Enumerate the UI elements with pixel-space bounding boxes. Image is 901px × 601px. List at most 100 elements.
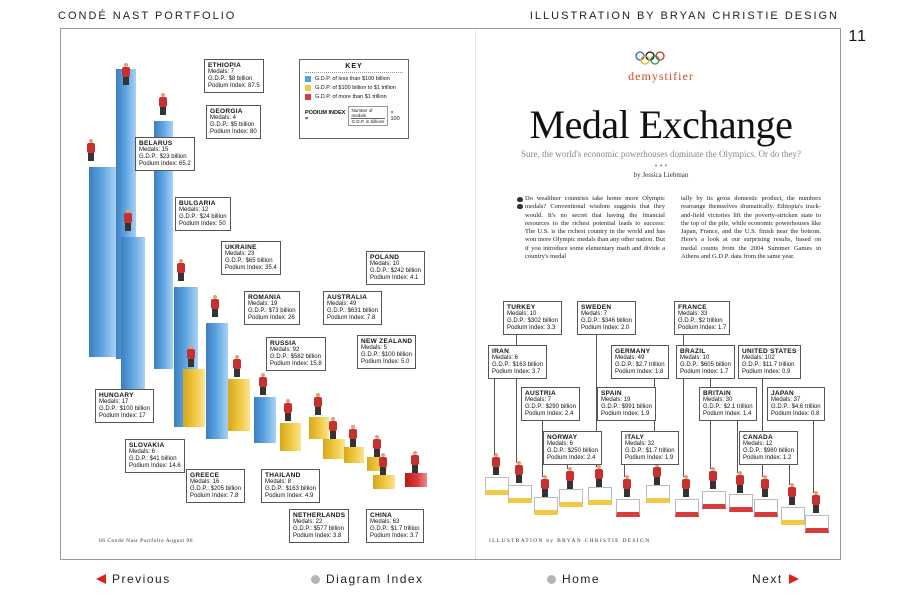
bar-poland: [344, 447, 364, 463]
podium-index-formula: PODIUM INDEX = Number of medals G.D.P. in…: [305, 106, 400, 126]
athlete-figure: [595, 465, 603, 487]
bar-russia: [228, 379, 250, 431]
athlete-figure: [187, 345, 195, 367]
leader-line: [494, 371, 495, 455]
spine: [475, 29, 476, 559]
home-link[interactable]: Home: [547, 572, 600, 586]
bar-georgia: [154, 121, 173, 369]
diagram-index-link[interactable]: Diagram Index: [311, 572, 424, 586]
leader-line: [516, 331, 517, 463]
bar-bulgaria: [121, 237, 145, 395]
bullet-icon: [311, 574, 320, 584]
athlete-figure: [122, 63, 130, 85]
athlete-figure: [177, 259, 185, 281]
country-callout-turkey: TURKEY Medals: 10 G.D.P.: $302 billion Podi…: [503, 301, 562, 335]
leader-line: [710, 379, 711, 469]
athlete-figure: [314, 393, 322, 415]
country-callout-slovakia: SLOVAKIA Medals: 6 G.D.P.: $41 billion Podi…: [125, 439, 185, 473]
bar-thailand: [323, 439, 345, 459]
athlete-figure: [682, 475, 690, 497]
athlete-figure: [492, 453, 500, 475]
home-label: Home: [562, 572, 601, 586]
leader-line: [542, 415, 543, 477]
bar-belarus: [89, 167, 116, 357]
country-callout-belarus: BELARUS Medals: 15 G.D.P.: $23 billion Podi…: [135, 137, 195, 171]
dropcap-mark-icon: [516, 197, 524, 209]
country-callout-china: CHINA Medals: 63 G.D.P.: $1.7 trillion Podi…: [366, 509, 424, 543]
pedestal: [675, 499, 699, 517]
athlete-figure: [761, 475, 769, 497]
pedestal: [754, 499, 778, 517]
athlete-figure: [623, 475, 631, 497]
next-label: Next: [752, 572, 783, 586]
pedestal: [729, 494, 753, 512]
header-credit: ILLUSTRATION BY BRYAN CHRISTIE DESIGN: [529, 10, 839, 22]
key-item: G.D.P. of $100 billion to $1 trillion: [305, 85, 403, 91]
country-callout-ethiopia: ETHIOPIA Medals: 7 G.D.P.: $8 billion Podiu…: [204, 59, 264, 93]
pedestal: [616, 499, 640, 517]
key-item: G.D.P. of less than $100 billion: [305, 76, 403, 82]
athlete-figure: [329, 417, 337, 439]
athlete-figure: [788, 483, 796, 505]
bar-greece: [280, 423, 301, 451]
header-publication: CONDÉ NAST PORTFOLIO: [58, 10, 237, 22]
pedestal: [781, 507, 805, 525]
bar-australia: [309, 417, 329, 439]
athlete-figure: [259, 373, 267, 395]
athlete-figure: [653, 463, 661, 485]
pedestal: [805, 515, 829, 533]
arrow-left-icon: [96, 574, 106, 584]
country-callout-sweden: SWEDEN Medals: 7 G.D.P.: $346 billion Podiu…: [577, 301, 636, 335]
country-callout-hungary: HUNGARY Medals: 17 G.D.P.: $100 billion Pod…: [95, 389, 154, 423]
previous-link[interactable]: Previous: [96, 572, 171, 586]
country-callout-britain: BRITAIN Medals: 30 G.D.P.: $2.1 trillion Po…: [699, 387, 757, 421]
bar-netherlands: [373, 475, 395, 489]
leader-line: [654, 379, 655, 465]
country-callout-ukraine: UKRAINE Medals: 23 G.D.P.: $65 billion Podi…: [221, 241, 281, 275]
bar-slovakia: [254, 397, 276, 443]
athlete-figure: [233, 355, 241, 377]
leader-line: [813, 417, 814, 493]
article-byline: by Jessica Liebman: [633, 171, 689, 179]
leader-line: [567, 461, 568, 469]
diagram-index-label: Diagram Index: [326, 572, 424, 586]
athlete-figure: [124, 209, 132, 231]
pedestal: [559, 489, 583, 507]
athlete-figure: [87, 139, 95, 161]
article-body-col2: tally by its gross domestic product, the…: [681, 195, 821, 261]
country-callout-canada: CANADA Medals: 12 G.D.P.: $980 billion Podi…: [739, 431, 798, 465]
country-callout-unitedstates: UNITED STATES Medals: 102 G.D.P.: $11.7 tr…: [738, 345, 801, 379]
bullet-icon: [547, 574, 556, 584]
athlete-figure: [284, 399, 292, 421]
country-callout-brazil: BRAZIL Medals: 10 G.D.P.: $605 billion Podi…: [676, 345, 735, 379]
country-callout-greece: GREECE Medals: 16 G.D.P.: $205 billion Podi…: [186, 469, 245, 503]
pedestal: [646, 485, 670, 503]
bar-china: [405, 473, 427, 487]
chart-key: KEY G.D.P. of less than $100 billion G.D…: [299, 59, 409, 139]
pedestal: [702, 491, 726, 509]
footer-left: 66 Condé Nast Portfolio August 06: [99, 538, 193, 544]
previous-label: Previous: [112, 572, 171, 586]
key-title: KEY: [305, 63, 403, 73]
country-callout-austria: AUSTRIA Medals: 7 G.D.P.: $290 billion Podi…: [521, 387, 580, 421]
country-callout-georgia: GEORGIA Medals: 4 G.D.P.: $5 billion Podium…: [206, 105, 261, 139]
article-body-col1: Do wealthier countries take home more Ol…: [525, 195, 665, 261]
leader-line: [737, 417, 738, 473]
country-callout-italy: ITALY Medals: 32 G.D.P.: $1.7 trillion Podi…: [621, 431, 679, 465]
page-number: 11: [848, 28, 867, 45]
pedestal: [485, 477, 509, 495]
country-callout-thailand: THAILAND Medals: 8 G.D.P.: $163 billion Pod…: [261, 469, 320, 503]
country-callout-spain: SPAIN Medals: 19 G.D.P.: $991 billion Podiu…: [597, 387, 656, 421]
next-link[interactable]: Next: [752, 572, 799, 586]
country-callout-germany: GERMANY Medals: 49 G.D.P.: $2.7 trillion Po…: [611, 345, 669, 379]
leader-line: [762, 371, 763, 477]
article-title: Medal Exchange: [529, 102, 793, 147]
athlete-figure: [812, 491, 820, 513]
country-callout-japan: JAPAN Medals: 37 G.D.P.: $4.6 trillion Podi…: [767, 387, 825, 421]
country-callout-poland: POLAND Medals: 10 G.D.P.: $242 billion Podi…: [366, 251, 425, 285]
bar-hungary: [183, 369, 205, 427]
athlete-figure: [541, 475, 549, 497]
country-callout-france: FRANCE Medals: 33 G.D.P.: $2 trillion Podiu…: [674, 301, 731, 335]
bar-romania: [206, 323, 228, 439]
country-callout-newzealand: NEW ZEALAND Medals: 5 G.D.P.: $100 billion…: [357, 335, 417, 369]
